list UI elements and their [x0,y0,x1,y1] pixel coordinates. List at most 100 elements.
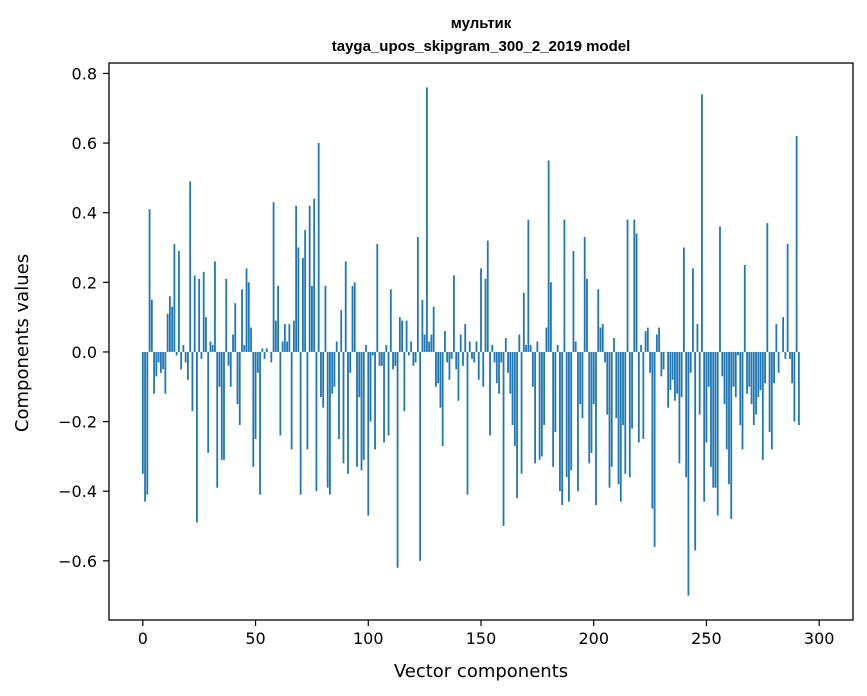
bar-114 [398,317,401,352]
y-tick-label: 0.8 [72,64,97,83]
bar-124 [421,299,424,352]
bar-92 [349,351,352,373]
bar-78 [317,143,320,352]
bar-229 [658,327,661,352]
bar-20 [187,351,189,380]
bar-260 [728,351,730,485]
bar-274 [759,351,762,391]
bar-225 [649,351,651,373]
bar-76 [313,198,316,352]
bar-119 [410,341,413,352]
bar-279 [770,351,773,450]
y-tick-label: 0.4 [72,204,97,223]
bar-73 [306,351,309,450]
bar-244 [692,268,694,352]
bar-276 [764,351,766,384]
bar-5 [153,351,155,394]
bar-265 [739,351,742,426]
bar-207 [608,351,611,488]
bar-89 [342,351,345,464]
bar-222 [642,351,645,439]
bar-100 [367,351,370,516]
bar-266 [741,351,744,450]
bar-234 [669,351,672,391]
bar-183 [554,351,557,433]
bar-212 [619,351,622,502]
bar-108 [385,344,388,352]
bar-126 [425,87,428,352]
bar-87 [338,351,340,439]
bar-203 [599,327,602,352]
bar-17 [180,351,183,370]
x-tick-label: 50 [245,629,265,648]
bar-11 [166,313,169,352]
bar-29 [207,351,210,453]
bar-112 [394,351,397,366]
bar-72 [304,230,307,352]
bar-82 [326,351,329,488]
bar-31 [211,344,214,352]
bar-169 [522,292,525,352]
bar-125 [423,334,426,352]
bar-107 [383,351,385,443]
bar-193 [577,351,579,492]
bar-180 [547,160,550,352]
bar-48 [250,327,252,352]
y-tick-label: −0.4 [58,482,97,501]
bar-9 [162,351,165,370]
bar-77 [315,351,318,492]
bar-37 [225,278,228,352]
bar-240 [683,247,685,352]
bar-253 [712,351,715,488]
bar-247 [698,351,701,415]
bar-146 [471,351,473,359]
bar-101 [369,351,372,422]
bar-105 [378,351,381,366]
bar-84 [331,351,334,394]
bar-242 [687,351,690,596]
bar-241 [685,351,688,478]
bar-186 [561,351,564,506]
bar-54 [263,351,266,359]
bar-268 [746,351,748,394]
bar-208 [610,351,613,467]
bar-284 [782,317,785,352]
bar-160 [502,351,505,527]
bar-236 [673,351,676,401]
bar-281 [775,324,778,352]
bar-282 [777,351,780,373]
bar-214 [624,351,627,474]
bar-204 [601,324,604,352]
bar-40 [232,334,234,352]
bar-128 [430,334,433,352]
bar-174 [534,351,537,464]
bar-215 [626,219,629,352]
x-tick-label: 250 [691,629,722,648]
bar-98 [362,351,365,460]
bar-88 [340,310,343,352]
bar-26 [200,351,203,359]
bar-290 [795,136,798,352]
x-axis-ticks: 0 50 100 150 200 250 300 [138,620,834,648]
bar-217 [631,351,633,429]
x-axis-label: Vector components [394,661,568,682]
bar-130 [435,351,437,387]
chart-subtitle: tayga_upos_skipgram_300_2_2019 model [332,38,631,55]
bar-115 [401,320,403,352]
bar-173 [531,351,534,387]
bar-224 [646,327,649,352]
bar-191 [572,250,575,352]
bar-267 [743,264,746,352]
bar-60 [277,285,279,352]
bar-1 [144,351,146,502]
bar-152 [484,278,487,352]
bar-57 [270,351,273,363]
bar-167 [518,334,521,352]
bar-10 [164,351,167,394]
bar-23 [193,275,196,352]
bar-249 [703,351,706,502]
bar-14 [173,244,176,352]
bar-81 [324,285,327,352]
bar-157 [495,351,498,384]
